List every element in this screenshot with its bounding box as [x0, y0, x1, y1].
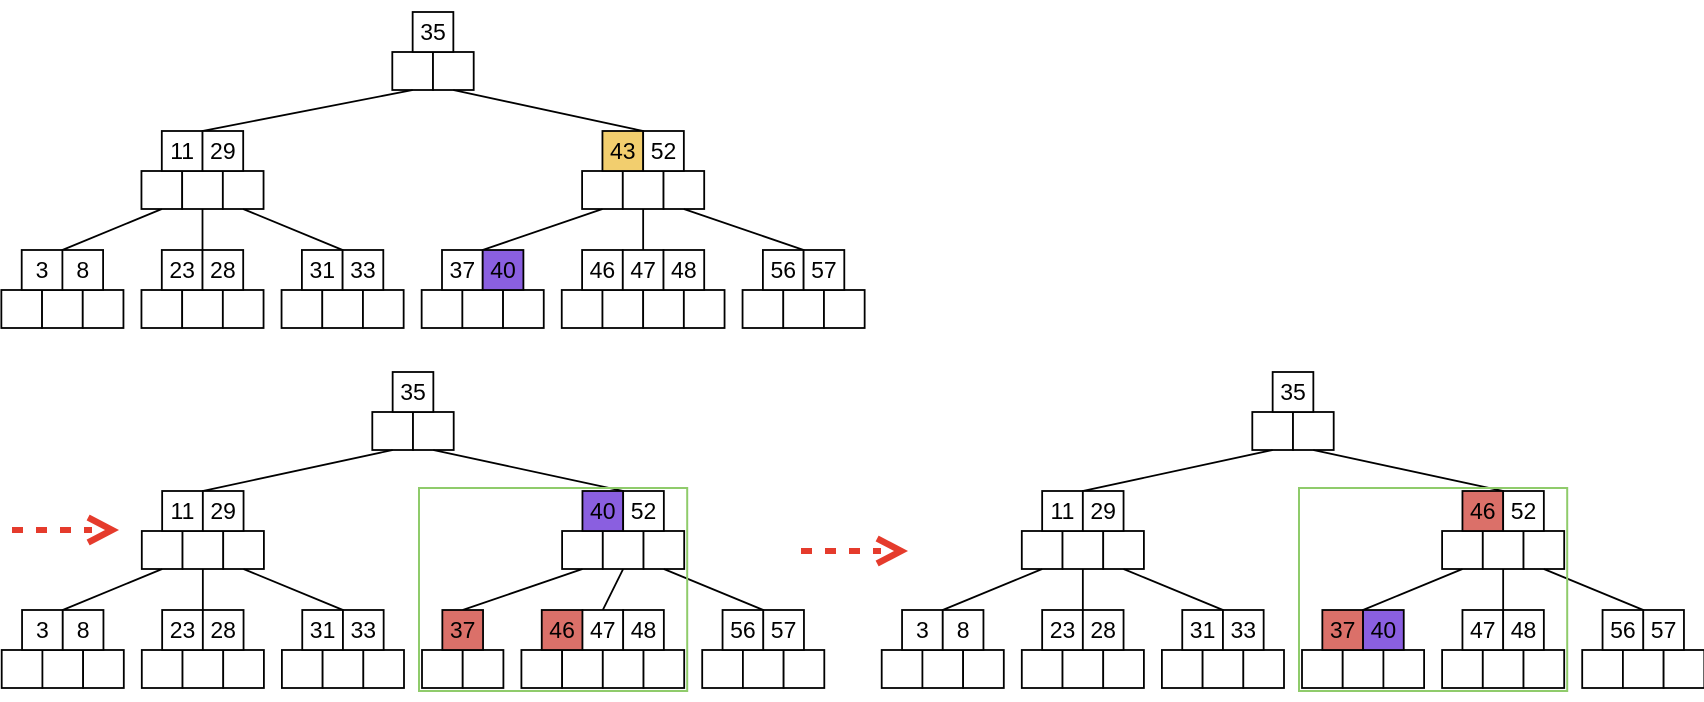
svg-text:37: 37 [450, 257, 476, 283]
svg-text:47: 47 [1470, 617, 1496, 643]
svg-text:23: 23 [1050, 617, 1076, 643]
svg-text:23: 23 [170, 617, 196, 643]
svg-text:29: 29 [210, 138, 236, 164]
svg-text:47: 47 [590, 617, 616, 643]
svg-text:43: 43 [610, 138, 636, 164]
svg-text:11: 11 [171, 498, 195, 524]
svg-text:8: 8 [76, 257, 89, 283]
svg-text:40: 40 [1371, 617, 1397, 643]
svg-text:35: 35 [1280, 379, 1306, 405]
svg-text:31: 31 [1190, 617, 1216, 643]
svg-text:35: 35 [420, 19, 446, 45]
svg-text:48: 48 [671, 257, 697, 283]
svg-text:31: 31 [310, 617, 336, 643]
svg-text:37: 37 [1330, 617, 1356, 643]
svg-text:52: 52 [1511, 498, 1537, 524]
svg-text:3: 3 [916, 617, 929, 643]
svg-text:11: 11 [170, 138, 194, 164]
svg-text:8: 8 [77, 617, 90, 643]
svg-text:28: 28 [210, 257, 236, 283]
svg-text:46: 46 [1470, 498, 1496, 524]
svg-text:33: 33 [351, 617, 377, 643]
svg-text:52: 52 [651, 138, 677, 164]
svg-text:29: 29 [1090, 498, 1116, 524]
svg-text:40: 40 [590, 498, 616, 524]
svg-text:47: 47 [630, 257, 656, 283]
svg-text:23: 23 [169, 257, 195, 283]
svg-text:52: 52 [631, 498, 657, 524]
svg-text:3: 3 [36, 617, 49, 643]
svg-text:57: 57 [811, 257, 837, 283]
svg-text:33: 33 [350, 257, 376, 283]
svg-text:35: 35 [400, 379, 426, 405]
svg-text:46: 46 [549, 617, 575, 643]
svg-text:57: 57 [1651, 617, 1677, 643]
svg-text:28: 28 [210, 617, 236, 643]
svg-text:37: 37 [450, 617, 476, 643]
svg-text:56: 56 [770, 257, 796, 283]
svg-text:8: 8 [957, 617, 970, 643]
svg-text:3: 3 [36, 257, 49, 283]
svg-text:33: 33 [1231, 617, 1257, 643]
svg-text:11: 11 [1051, 498, 1075, 524]
svg-text:31: 31 [309, 257, 335, 283]
svg-text:28: 28 [1090, 617, 1116, 643]
svg-text:48: 48 [631, 617, 657, 643]
svg-text:46: 46 [590, 257, 616, 283]
svg-text:40: 40 [490, 257, 516, 283]
svg-text:48: 48 [1511, 617, 1537, 643]
svg-text:57: 57 [771, 617, 797, 643]
svg-text:56: 56 [1610, 617, 1636, 643]
svg-text:29: 29 [210, 498, 236, 524]
svg-text:56: 56 [730, 617, 756, 643]
